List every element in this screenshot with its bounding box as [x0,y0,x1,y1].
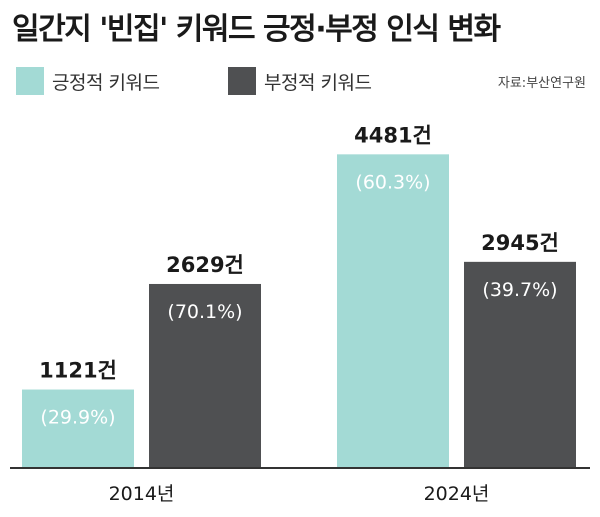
percent-label-positive-1: (60.3%) [355,171,430,193]
legend-label-positive: 긍정적 키워드 [52,71,160,94]
legend-label-negative: 부정적 키워드 [264,71,372,94]
bar-negative-1 [464,261,576,468]
count-label-positive-1: 4481건 [354,123,432,147]
percent-label-negative-0: (70.1%) [167,301,242,323]
legend-item-negative: 부정적 키워드 [228,66,372,96]
count-label-positive-0: 1121건 [39,359,117,383]
legend-swatch-negative [228,67,256,95]
count-label-negative-0: 2629건 [166,253,244,277]
legend-item-positive: 긍정적 키워드 [16,66,160,96]
source-note: 자료:부산연구원 [497,76,586,91]
bar-positive-1 [337,154,449,468]
percent-label-negative-1: (39.7%) [482,279,557,301]
percent-label-positive-0: (29.9%) [40,407,115,429]
bar-positive-0 [22,389,134,468]
bar-negative-0 [149,283,261,468]
x-tick-label-0: 2014년 [109,483,175,505]
legend-swatch-positive [16,67,44,95]
legend: 긍정적 키워드 부정적 키워드 [16,66,586,96]
x-tick-label-1: 2024년 [424,483,490,505]
count-label-negative-1: 2945건 [481,231,559,255]
chart-title: 일간지 '빈집' 키워드 긍정·부정 인식 변화 [12,12,501,47]
